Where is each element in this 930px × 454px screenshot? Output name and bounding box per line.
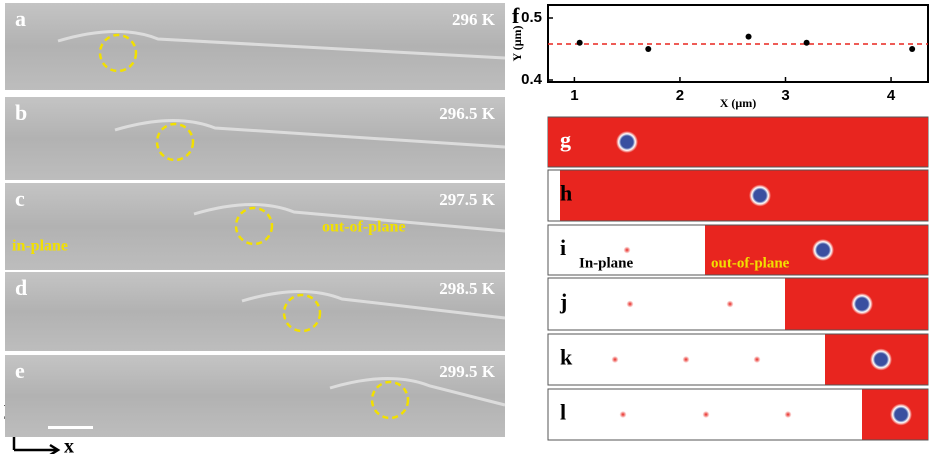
skyrmion: [851, 293, 873, 315]
skyrmion: [812, 239, 834, 261]
scale-bar: [48, 426, 93, 429]
temperature: 298.5 K: [439, 279, 496, 298]
x-tick-label: 1: [570, 87, 578, 104]
red-dot: [703, 411, 710, 418]
annotation: In-plane: [579, 255, 634, 271]
x-tick-label: 2: [676, 87, 684, 104]
red-dot: [727, 301, 734, 308]
red-dot: [624, 247, 631, 254]
microscopy-panel: [5, 183, 505, 270]
panel-label: i: [560, 235, 566, 260]
panel-label: a: [15, 6, 26, 31]
panel-label: c: [15, 186, 25, 211]
temperature: 299.5 K: [439, 362, 496, 381]
red-dot: [612, 356, 619, 363]
out-of-plane-region: [548, 118, 928, 167]
red-dot: [620, 411, 627, 418]
skyrmion: [749, 185, 771, 207]
panel-label: l: [560, 400, 566, 425]
point: [645, 46, 651, 52]
annotation: out-of-plane: [711, 255, 790, 271]
panel-label: g: [560, 127, 571, 152]
y-tick-label: 0.5: [521, 9, 542, 26]
y-tick-label: 0.4: [521, 71, 543, 88]
panel-label: b: [15, 100, 27, 125]
panel-label: f: [512, 3, 520, 28]
panel-label: e: [15, 358, 25, 383]
x-tick-label: 4: [887, 87, 896, 104]
red-dot: [627, 301, 634, 308]
red-dot: [754, 356, 761, 363]
x-axis-title: X (μm): [720, 96, 756, 110]
temperature: 296.5 K: [439, 104, 496, 123]
microscopy-panel: [5, 3, 505, 90]
point: [909, 46, 915, 52]
x-axis-label: x: [64, 436, 74, 454]
annotation: out-of-plane: [322, 219, 406, 236]
annotation: in-plane: [12, 238, 68, 255]
skyrmion: [616, 131, 638, 153]
panel-label: h: [560, 181, 572, 206]
x-tick-label: 3: [781, 87, 789, 104]
out-of-plane-region: [560, 171, 928, 221]
point: [804, 40, 810, 46]
point: [577, 40, 583, 46]
panel-label: k: [560, 345, 573, 370]
microscopy-panel: [5, 272, 505, 351]
skyrmion: [870, 349, 892, 371]
point: [746, 34, 752, 40]
temperature: 296 K: [452, 10, 496, 29]
red-dot: [785, 411, 792, 418]
microscopy-panel: [5, 97, 505, 180]
figure: y x a296 Kb296.5 Kc297.5 Kd298.5 Ke299.5…: [0, 0, 930, 454]
panel-label: d: [15, 275, 27, 300]
microscopy-panel: [5, 355, 505, 437]
y-axis-title: Y (μm): [510, 25, 524, 61]
red-dot: [683, 356, 690, 363]
panel-label: j: [559, 289, 567, 314]
skyrmion: [890, 404, 912, 426]
temperature: 297.5 K: [439, 190, 496, 209]
